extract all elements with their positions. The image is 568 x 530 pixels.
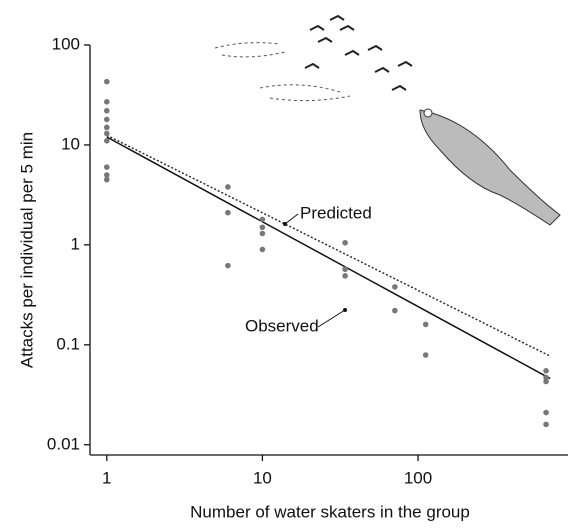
point	[103, 164, 110, 170]
line-label: Observed	[245, 316, 319, 335]
x-tick-label: 10	[253, 468, 272, 487]
point	[543, 409, 549, 416]
arrow-head	[343, 308, 347, 312]
fit-line	[106, 134, 551, 357]
x-axis-label: Number of water skaters in the group	[190, 502, 470, 521]
point	[225, 262, 231, 269]
point	[342, 273, 348, 279]
point	[103, 116, 110, 123]
label-arrow	[284, 213, 299, 225]
y-tick-label: 1	[71, 234, 80, 253]
point	[103, 138, 110, 144]
point	[543, 367, 549, 374]
fit-line	[106, 136, 551, 380]
point	[225, 209, 231, 216]
point	[392, 284, 398, 290]
y-tick-label: 10	[61, 134, 80, 153]
point	[103, 176, 110, 183]
point	[259, 246, 266, 253]
point	[103, 130, 110, 137]
point	[422, 321, 429, 328]
point	[103, 107, 110, 114]
y-tick-label: 100	[52, 34, 80, 53]
line-label: Predicted	[300, 203, 372, 222]
point	[103, 172, 110, 178]
y-tick-label: 0.01	[47, 434, 80, 453]
point	[259, 230, 266, 237]
point	[543, 421, 549, 428]
point	[543, 378, 549, 385]
point	[103, 78, 110, 85]
decoration	[214, 14, 561, 226]
point	[543, 374, 549, 381]
point	[225, 184, 231, 190]
y-tick-label: 0.1	[56, 334, 80, 353]
point	[103, 124, 110, 131]
y-axis-label: Attacks per individual per 5 min	[17, 132, 36, 368]
point	[422, 352, 429, 358]
point	[392, 307, 398, 314]
point	[259, 216, 266, 223]
point	[342, 239, 348, 246]
arrow-head	[283, 222, 287, 226]
label-arrow	[317, 309, 346, 328]
x-tick-label: 100	[404, 468, 432, 487]
point	[103, 99, 110, 105]
x-tick-label: 1	[102, 468, 111, 487]
point	[259, 224, 266, 231]
point	[342, 266, 348, 273]
